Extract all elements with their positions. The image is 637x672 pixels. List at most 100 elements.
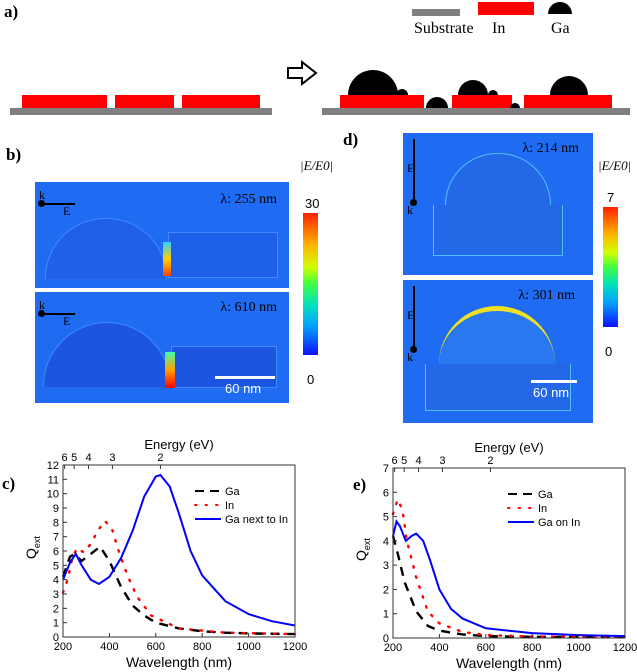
top-tick-label: 5 [71,452,77,464]
top-tick-label: 3 [109,452,115,464]
colorbar-d [603,207,618,327]
top-tick-label: 6 [62,452,68,464]
lambda-label: λ: 255 nm [220,192,277,207]
legend-ga-label: Ga [551,20,570,37]
colorbar-title: |E/E0| [300,158,334,173]
series-line-ga [61,544,296,636]
colorbar-min: 0 [307,372,315,387]
legend-substrate-swatch [412,9,460,16]
series-line-in [61,519,297,636]
y-tick-label: 5 [53,560,59,572]
x-tick-label: 1200 [283,641,307,653]
panel-e-label: e) [353,475,367,494]
field-map-b-bottom: λ: 610 nm k E 60 nm [35,292,289,403]
y-tick-label: 4 [383,536,389,548]
y-tick-label: 11 [48,474,59,486]
schematic [10,59,630,115]
top-tick-label: 4 [415,455,421,467]
y-tick-label: 7 [383,463,389,475]
top-tick-label: 3 [439,455,445,467]
x-tick-label: 1200 [613,642,637,654]
legend-label: Ga [225,486,241,498]
x-tick-label: 600 [477,642,495,654]
colorbar-max: 7 [607,190,615,205]
x-axis-title: Wavelength (nm) [126,654,232,670]
y-tick-label: 1 [53,618,59,630]
y-tick-label: 1 [383,609,389,621]
y-tick-label: 10 [47,489,59,501]
lambda-label: λ: 610 nm [220,300,277,315]
scale-bar-label: 60 nm [225,381,262,396]
y-axis-title: Qext [23,536,42,559]
series-line-ga-on-in [392,519,626,638]
top-axis-title: Energy (eV) [144,440,213,452]
x-tick-label: 800 [523,642,541,654]
plot-frame [62,464,296,638]
scale-bar-label: 60 nm [533,385,570,400]
y-tick-label: 2 [53,603,59,615]
y-tick-label: 9 [53,503,59,515]
legend-label: In [225,500,234,512]
colorbar-max: 30 [305,196,320,211]
colorbar-title: |E/E0| [598,158,632,173]
legend-label: Ga on In [538,517,580,529]
panel-c-label: c) [2,474,16,493]
y-tick-label: 2 [383,584,389,596]
top-tick-label: 2 [157,452,163,464]
panel-a-label: a) [4,2,19,21]
legend-substrate-label: Substrate [414,20,474,37]
y-tick-label: 0 [383,633,389,645]
series-line-ga-next-to-in [62,473,296,627]
legend-label: Ga [538,489,554,501]
panel-d-label: d) [343,130,359,149]
x-tick-label: 600 [147,641,165,653]
y-tick-label: 3 [383,560,389,572]
y-axis-title: Qext [353,538,372,561]
x-tick-label: 200 [384,642,402,654]
y-tick-label: 6 [53,546,59,558]
x-axis-title: Wavelength (nm) [456,655,562,671]
colorbar-b [303,213,318,355]
legend-in-label: In [492,20,506,37]
y-tick-label: 12 [47,460,59,472]
y-tick-label: 7 [53,532,59,544]
x-tick-label: 800 [193,641,211,653]
legend-label: In [538,503,547,515]
before-schematic [10,95,272,115]
plot-frame [392,467,626,639]
top-tick-label: 4 [85,452,91,464]
field-map-d-top: λ: 214 nm E k [403,133,593,275]
top-axis-title: Energy (eV) [474,440,543,455]
top-tick-label: 5 [401,455,407,467]
legend-label: Ga next to In [225,514,288,526]
arrow-icon [287,59,318,87]
legend-ga-swatch [548,2,572,14]
top-tick-label: 6 [392,455,398,467]
series-line-in [391,496,627,639]
x-tick-label: 1000 [566,642,590,654]
lambda-label: λ: 301 nm [518,288,575,303]
y-tick-label: 6 [383,487,389,499]
colorbar-min: 0 [605,344,613,359]
legend-in-swatch [478,2,534,15]
y-tick-label: 3 [53,589,59,601]
after-schematic [322,70,630,115]
field-map-b-top: λ: 255 nm k E [35,182,289,288]
scale-bar [531,380,577,383]
top-tick-label: 2 [487,455,493,467]
x-tick-label: 1000 [236,641,260,653]
y-tick-label: 8 [53,517,59,529]
lambda-label: λ: 214 nm [522,141,579,156]
panel-b-label: b) [6,145,22,164]
y-tick-label: 0 [53,632,59,644]
y-tick-label: 4 [53,575,59,587]
scale-bar [215,376,275,379]
field-map-d-bottom: λ: 301 nm E k 60 nm [403,280,593,423]
x-tick-label: 400 [430,642,448,654]
x-tick-label: 400 [100,641,118,653]
x-tick-label: 200 [54,641,72,653]
y-tick-label: 5 [383,512,389,524]
